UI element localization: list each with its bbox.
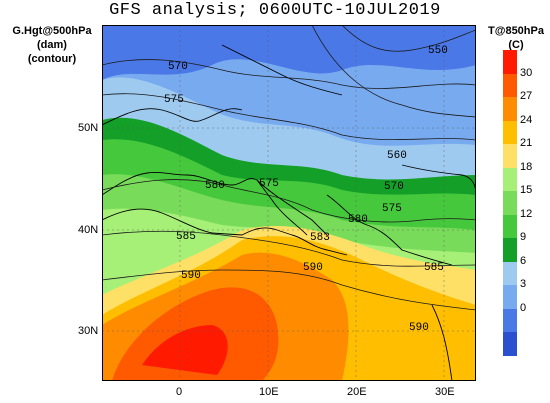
- contour-label: 590: [303, 262, 323, 274]
- temperature-colorbar: [503, 50, 517, 357]
- contour-unit-label: (dam): [37, 39, 67, 51]
- contour-label: 580: [348, 214, 368, 226]
- contour-label: 550: [428, 45, 448, 57]
- colorbar-segment: [503, 144, 517, 169]
- contour-550: [341, 25, 476, 52]
- black-sea-coast: [401, 164, 476, 196]
- lat-tick-label: 40N: [78, 224, 99, 236]
- colorbar-tick-label: 27: [520, 90, 533, 103]
- temp-band-coldest: [102, 25, 476, 80]
- contour-575: [102, 93, 476, 141]
- contour-590: [102, 269, 476, 311]
- colorbar-segment: [503, 332, 517, 357]
- contour-570: [102, 59, 476, 89]
- lat-tick-label: 30N: [78, 325, 99, 337]
- shading-variable-label: T@850hPa: [488, 25, 544, 37]
- contour-label: 590: [409, 322, 429, 334]
- colorbar-segment: [503, 261, 517, 286]
- colorbar-segment: [503, 50, 517, 75]
- colorbar-segment: [503, 120, 517, 145]
- colorbar-segment: [503, 308, 517, 333]
- lat-tick-label: 50N: [78, 122, 99, 134]
- contour-560: [311, 25, 476, 118]
- colorbar-segment: [503, 238, 517, 263]
- contour-label: 570: [168, 61, 188, 73]
- chart-title: GFS analysis; 0600UTC-10JUL2019: [109, 1, 441, 20]
- coastlines: [102, 44, 476, 381]
- map-frame: [102, 25, 476, 381]
- colorbar-tick-label: 9: [520, 231, 527, 244]
- colorbar-segment: [503, 167, 517, 192]
- iberia-france-coast: [102, 172, 308, 236]
- colorbar-tick-label: 21: [520, 137, 533, 150]
- weather-map: 570 575 550 560 580 575 570 575 580 585 …: [102, 25, 476, 381]
- italy-coast: [256, 179, 328, 236]
- north-africa-coast: [102, 208, 348, 256]
- lon-tick-label: 10E: [259, 386, 279, 398]
- contour-type-label: (contour): [27, 53, 77, 65]
- levant-coast: [431, 304, 453, 381]
- contour-label: 575: [382, 203, 402, 215]
- contour-label: 580: [205, 180, 225, 192]
- contour-variable-label: G.Hgt@500hPa: [12, 25, 92, 37]
- colorbar-segment: [503, 97, 517, 122]
- scandinavia-coast: [221, 44, 343, 96]
- graticule: [102, 25, 476, 381]
- contour-label: 590: [181, 270, 201, 282]
- contour-labels: 570 575 550 560 580 575 570 575 580 585 …: [164, 45, 448, 334]
- colorbar-tick-label: 15: [520, 184, 533, 197]
- uk-coast: [102, 108, 243, 126]
- colorbar-tick-label: 6: [520, 254, 527, 267]
- contour-label: 575: [259, 178, 279, 190]
- contour-label: 585: [424, 262, 444, 274]
- colorbar-segment: [503, 73, 517, 98]
- colorbar-segment: [503, 214, 517, 239]
- contour-label: 583: [310, 232, 330, 244]
- colorbar-tick-label: 3: [520, 278, 527, 291]
- colorbar-tick-label: 30: [520, 66, 533, 79]
- shading-unit-label: (C): [508, 39, 524, 51]
- lon-tick-label: 30E: [435, 386, 455, 398]
- contour-585: [102, 230, 476, 267]
- balkans-coast: [326, 194, 453, 266]
- lon-tick-label: 0: [176, 386, 183, 398]
- contour-label: 575: [164, 94, 184, 106]
- contour-580: [102, 179, 476, 223]
- height-contours: [102, 25, 476, 311]
- colorbar-tick-label: 24: [520, 113, 533, 126]
- colorbar-tick-label: 18: [520, 160, 533, 173]
- contour-label: 560: [387, 150, 407, 162]
- contour-label: 585: [176, 231, 196, 243]
- colorbar-segment: [503, 191, 517, 216]
- colorbar-segment: [503, 285, 517, 310]
- temp-band-33: [142, 325, 228, 375]
- colorbar-tick-label: 0: [520, 301, 527, 314]
- lon-tick-label: 20E: [347, 386, 367, 398]
- colorbar-tick-label: 12: [520, 207, 533, 220]
- contour-label: 570: [384, 181, 404, 193]
